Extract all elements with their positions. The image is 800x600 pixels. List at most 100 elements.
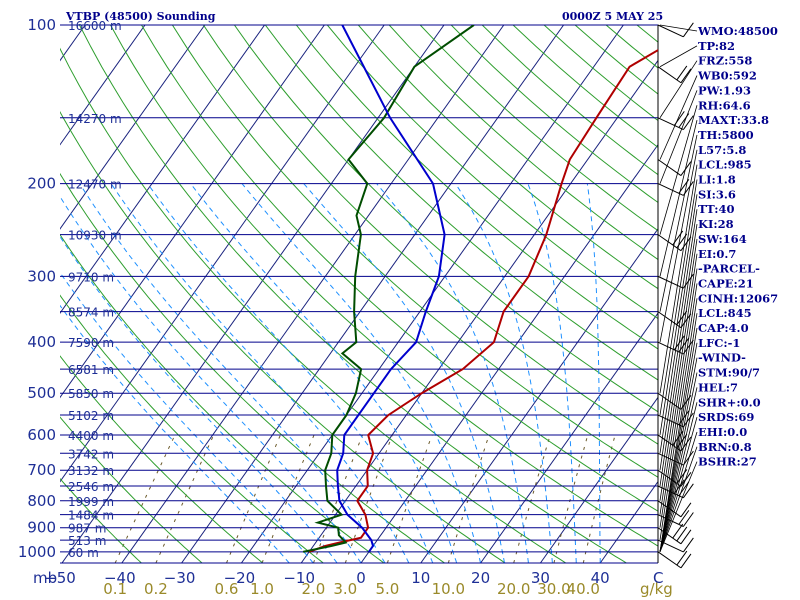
temperature-tick-label: −30 — [164, 569, 196, 587]
stability-parameter: TH:5800 — [698, 128, 754, 142]
isotherm-line — [60, 25, 146, 146]
height-label: 10930 m — [68, 229, 122, 243]
parameter-leader-line — [659, 431, 698, 552]
mixing-ratio-tick-label: 3.0 — [333, 580, 357, 598]
wind-barb-flag — [680, 553, 692, 569]
wind-barb-flag — [680, 68, 692, 84]
dry-adiabat-line — [60, 110, 506, 563]
wind-barb — [657, 550, 692, 569]
stability-parameter: EI:0.7 — [698, 247, 736, 261]
height-label: 5102 m — [68, 409, 114, 423]
parameter-leader-line — [659, 372, 698, 552]
dry-adiabat-line — [202, 25, 658, 445]
pressure-unit-label: mb — [33, 569, 57, 587]
height-label: 513 m — [68, 534, 106, 548]
moist-adiabat-line — [60, 304, 290, 563]
height-label: 1999 m — [68, 495, 114, 509]
stability-parameter: MAXT:33.8 — [698, 113, 769, 127]
profile-series — [302, 25, 658, 553]
isotherm-line — [61, 25, 445, 563]
parameter-leader-line — [659, 120, 698, 277]
stability-parameters: WMO:48500TP:82FRZ:558WB0:592PW:1.93RH:64… — [659, 24, 778, 552]
wind-barbs — [657, 22, 694, 569]
stability-parameter: CAP:4.0 — [698, 321, 749, 335]
dry-adiabat-line — [388, 25, 658, 261]
dry-adiabat-line — [60, 416, 203, 563]
parameter-leader-line — [659, 416, 698, 552]
stability-parameter: L57:5.8 — [698, 143, 746, 157]
parameter-leader-line — [659, 60, 698, 118]
isobar-lines — [60, 24, 659, 564]
wind-barb-flag — [682, 412, 694, 428]
parameter-leader-line — [659, 283, 698, 528]
stability-parameter: SRDS:69 — [698, 410, 754, 424]
moist-adiabat-line — [376, 183, 529, 563]
moist-adiabat-line — [527, 183, 577, 563]
isotherm-line — [360, 143, 658, 563]
parameter-leader-line — [659, 446, 698, 552]
parameter-leader-line — [659, 24, 698, 32]
isotherm-line — [60, 25, 325, 399]
parameter-leader-line — [659, 45, 698, 68]
dry-adiabat-line — [264, 25, 658, 381]
stability-parameter: SI:3.6 — [698, 187, 736, 201]
dry-adiabat-line — [60, 477, 142, 563]
dry-adiabat-line — [141, 25, 658, 512]
pressure-tick-label: 300 — [27, 267, 56, 285]
height-label: 3742 m — [68, 447, 114, 461]
stability-parameter: WB0:592 — [697, 69, 757, 83]
mixing-ratio-tick-label: 5.0 — [375, 580, 399, 598]
parameter-leader-line — [659, 313, 698, 552]
wind-barb — [657, 65, 692, 84]
parameter-leader-line — [659, 402, 698, 552]
parameter-leader-line — [659, 164, 698, 394]
stability-parameter: LFC:-1 — [698, 336, 740, 350]
dry-adiabat-line — [60, 172, 445, 563]
wind-barb-flag — [676, 65, 688, 81]
wind-barb-flag — [676, 469, 688, 484]
parameter-leader-line — [659, 327, 698, 552]
wind-barb-flag — [682, 450, 694, 466]
stability-parameter: -PARCEL- — [698, 262, 760, 276]
moist-adiabat-line — [241, 183, 482, 563]
wind-barb-flag — [680, 436, 692, 452]
height-label: 2546 m — [68, 480, 114, 494]
temperature-tick-label: 40 — [591, 569, 610, 587]
wind-barb-flag — [676, 310, 688, 326]
wind-barb-flag — [682, 483, 694, 499]
dry-adiabat-line — [60, 47, 567, 563]
pressure-tick-label: 800 — [27, 492, 56, 510]
mixing-ratio-tick-label: 1.0 — [250, 580, 274, 598]
parameter-leader-line — [659, 194, 698, 436]
dry-adiabat-line — [60, 233, 385, 563]
dry-adiabat-line — [110, 25, 658, 547]
pressure-tick-label: 200 — [27, 175, 56, 193]
wind-barb-flag — [680, 529, 692, 545]
chart-time: 0000Z 5 MAY 25 — [562, 10, 663, 23]
moist-adiabat-line — [586, 183, 601, 563]
moist-adiabat-line — [454, 183, 553, 563]
stability-parameter: BSHR:27 — [698, 455, 757, 469]
wind-barb-staff — [657, 24, 684, 38]
wind-barb-flag — [680, 236, 692, 252]
stability-parameter: SW:164 — [698, 232, 747, 246]
stability-parameter: BRN:0.8 — [698, 440, 752, 454]
pressure-tick-label: 900 — [27, 519, 56, 537]
mixing-ratio-line — [261, 434, 315, 563]
wind-barb-flag — [682, 115, 694, 130]
temperature-tick-label: 20 — [471, 569, 490, 587]
parameter-leader-line — [659, 105, 698, 235]
wind-barb-staff — [657, 275, 684, 289]
wind-barb-flag — [682, 339, 694, 355]
parameter-leader-line — [659, 134, 698, 312]
stability-parameter: FRZ:558 — [698, 54, 752, 68]
mixing-ratio-tick-label: 0.2 — [144, 580, 168, 598]
wind-barb-flag — [682, 537, 694, 553]
height-label: 7590 m — [68, 336, 114, 350]
height-label: 14270 m — [68, 112, 122, 126]
isotherm-line — [181, 25, 564, 563]
parameter-leader-line — [659, 90, 698, 184]
dewpoint-line — [302, 25, 475, 553]
